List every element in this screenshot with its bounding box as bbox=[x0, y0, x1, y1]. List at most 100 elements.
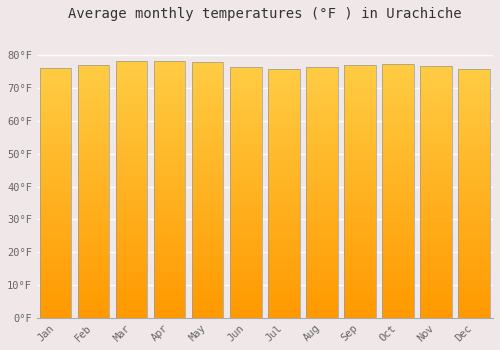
Bar bbox=[78, 305, 110, 308]
Bar bbox=[40, 84, 72, 87]
Bar bbox=[40, 87, 72, 90]
Bar bbox=[192, 158, 224, 161]
Bar bbox=[306, 118, 338, 121]
Bar bbox=[306, 196, 338, 199]
Bar bbox=[154, 154, 186, 157]
Bar bbox=[192, 286, 224, 289]
Bar bbox=[230, 89, 262, 92]
Bar bbox=[306, 271, 338, 274]
Bar bbox=[40, 165, 72, 168]
Bar bbox=[192, 280, 224, 283]
Bar bbox=[268, 131, 300, 134]
Bar bbox=[306, 174, 338, 177]
Bar bbox=[192, 123, 224, 126]
Bar bbox=[458, 134, 490, 137]
Bar bbox=[420, 252, 452, 255]
Bar bbox=[78, 254, 110, 258]
Bar bbox=[382, 121, 414, 124]
Bar bbox=[230, 239, 262, 243]
Bar bbox=[306, 68, 338, 71]
Bar bbox=[382, 153, 414, 156]
Bar bbox=[420, 141, 452, 145]
Bar bbox=[268, 224, 300, 228]
Bar bbox=[116, 279, 148, 282]
Bar bbox=[458, 88, 490, 91]
Bar bbox=[192, 229, 224, 232]
Bar bbox=[116, 93, 148, 96]
Bar bbox=[116, 147, 148, 150]
Bar bbox=[40, 99, 72, 103]
Bar bbox=[154, 77, 186, 80]
Bar bbox=[192, 244, 224, 247]
Bar bbox=[458, 196, 490, 200]
Bar bbox=[78, 283, 110, 286]
Bar bbox=[192, 232, 224, 235]
Bar bbox=[116, 263, 148, 266]
Bar bbox=[40, 77, 72, 80]
Bar bbox=[78, 93, 110, 96]
Bar bbox=[116, 231, 148, 234]
Bar bbox=[382, 232, 414, 235]
Bar bbox=[78, 242, 110, 245]
Bar bbox=[420, 198, 452, 201]
Bar bbox=[306, 83, 338, 86]
Bar bbox=[268, 159, 300, 162]
Bar bbox=[192, 254, 224, 257]
Bar bbox=[116, 134, 148, 138]
Bar bbox=[230, 117, 262, 120]
Bar bbox=[268, 97, 300, 100]
Bar bbox=[192, 212, 224, 216]
Bar bbox=[420, 271, 452, 274]
Bar bbox=[78, 71, 110, 74]
Bar bbox=[344, 242, 376, 245]
Bar bbox=[344, 106, 376, 110]
Bar bbox=[268, 100, 300, 103]
Bar bbox=[458, 131, 490, 134]
Bar bbox=[230, 258, 262, 261]
Bar bbox=[344, 135, 376, 138]
Bar bbox=[458, 156, 490, 159]
Bar bbox=[382, 105, 414, 108]
Bar bbox=[116, 234, 148, 237]
Bar bbox=[230, 104, 262, 107]
Bar bbox=[230, 271, 262, 274]
Bar bbox=[192, 312, 224, 315]
Bar bbox=[382, 235, 414, 238]
Bar bbox=[458, 78, 490, 81]
Bar bbox=[154, 266, 186, 270]
Bar bbox=[40, 271, 72, 274]
Bar bbox=[192, 177, 224, 181]
Bar bbox=[116, 128, 148, 131]
Bar bbox=[154, 205, 186, 209]
Bar bbox=[458, 268, 490, 271]
Bar bbox=[458, 187, 490, 190]
Bar bbox=[40, 277, 72, 280]
Bar bbox=[458, 234, 490, 237]
Bar bbox=[154, 193, 186, 196]
Bar bbox=[154, 234, 186, 237]
Bar bbox=[230, 243, 262, 246]
Bar bbox=[268, 153, 300, 156]
Bar bbox=[344, 312, 376, 315]
Bar bbox=[78, 232, 110, 236]
Bar bbox=[154, 131, 186, 134]
Bar bbox=[230, 280, 262, 284]
Bar bbox=[78, 128, 110, 131]
Bar bbox=[78, 229, 110, 232]
Bar bbox=[40, 68, 72, 71]
Bar bbox=[306, 86, 338, 89]
Bar bbox=[306, 240, 338, 243]
Bar bbox=[154, 147, 186, 150]
Bar bbox=[40, 127, 72, 131]
Bar bbox=[382, 258, 414, 261]
Bar bbox=[382, 200, 414, 203]
Bar bbox=[154, 253, 186, 257]
Bar bbox=[268, 84, 300, 88]
Bar bbox=[344, 182, 376, 185]
Bar bbox=[458, 72, 490, 75]
Bar bbox=[306, 158, 338, 161]
Bar bbox=[40, 103, 72, 106]
Bar bbox=[78, 210, 110, 214]
Bar bbox=[382, 312, 414, 315]
Bar bbox=[420, 148, 452, 151]
